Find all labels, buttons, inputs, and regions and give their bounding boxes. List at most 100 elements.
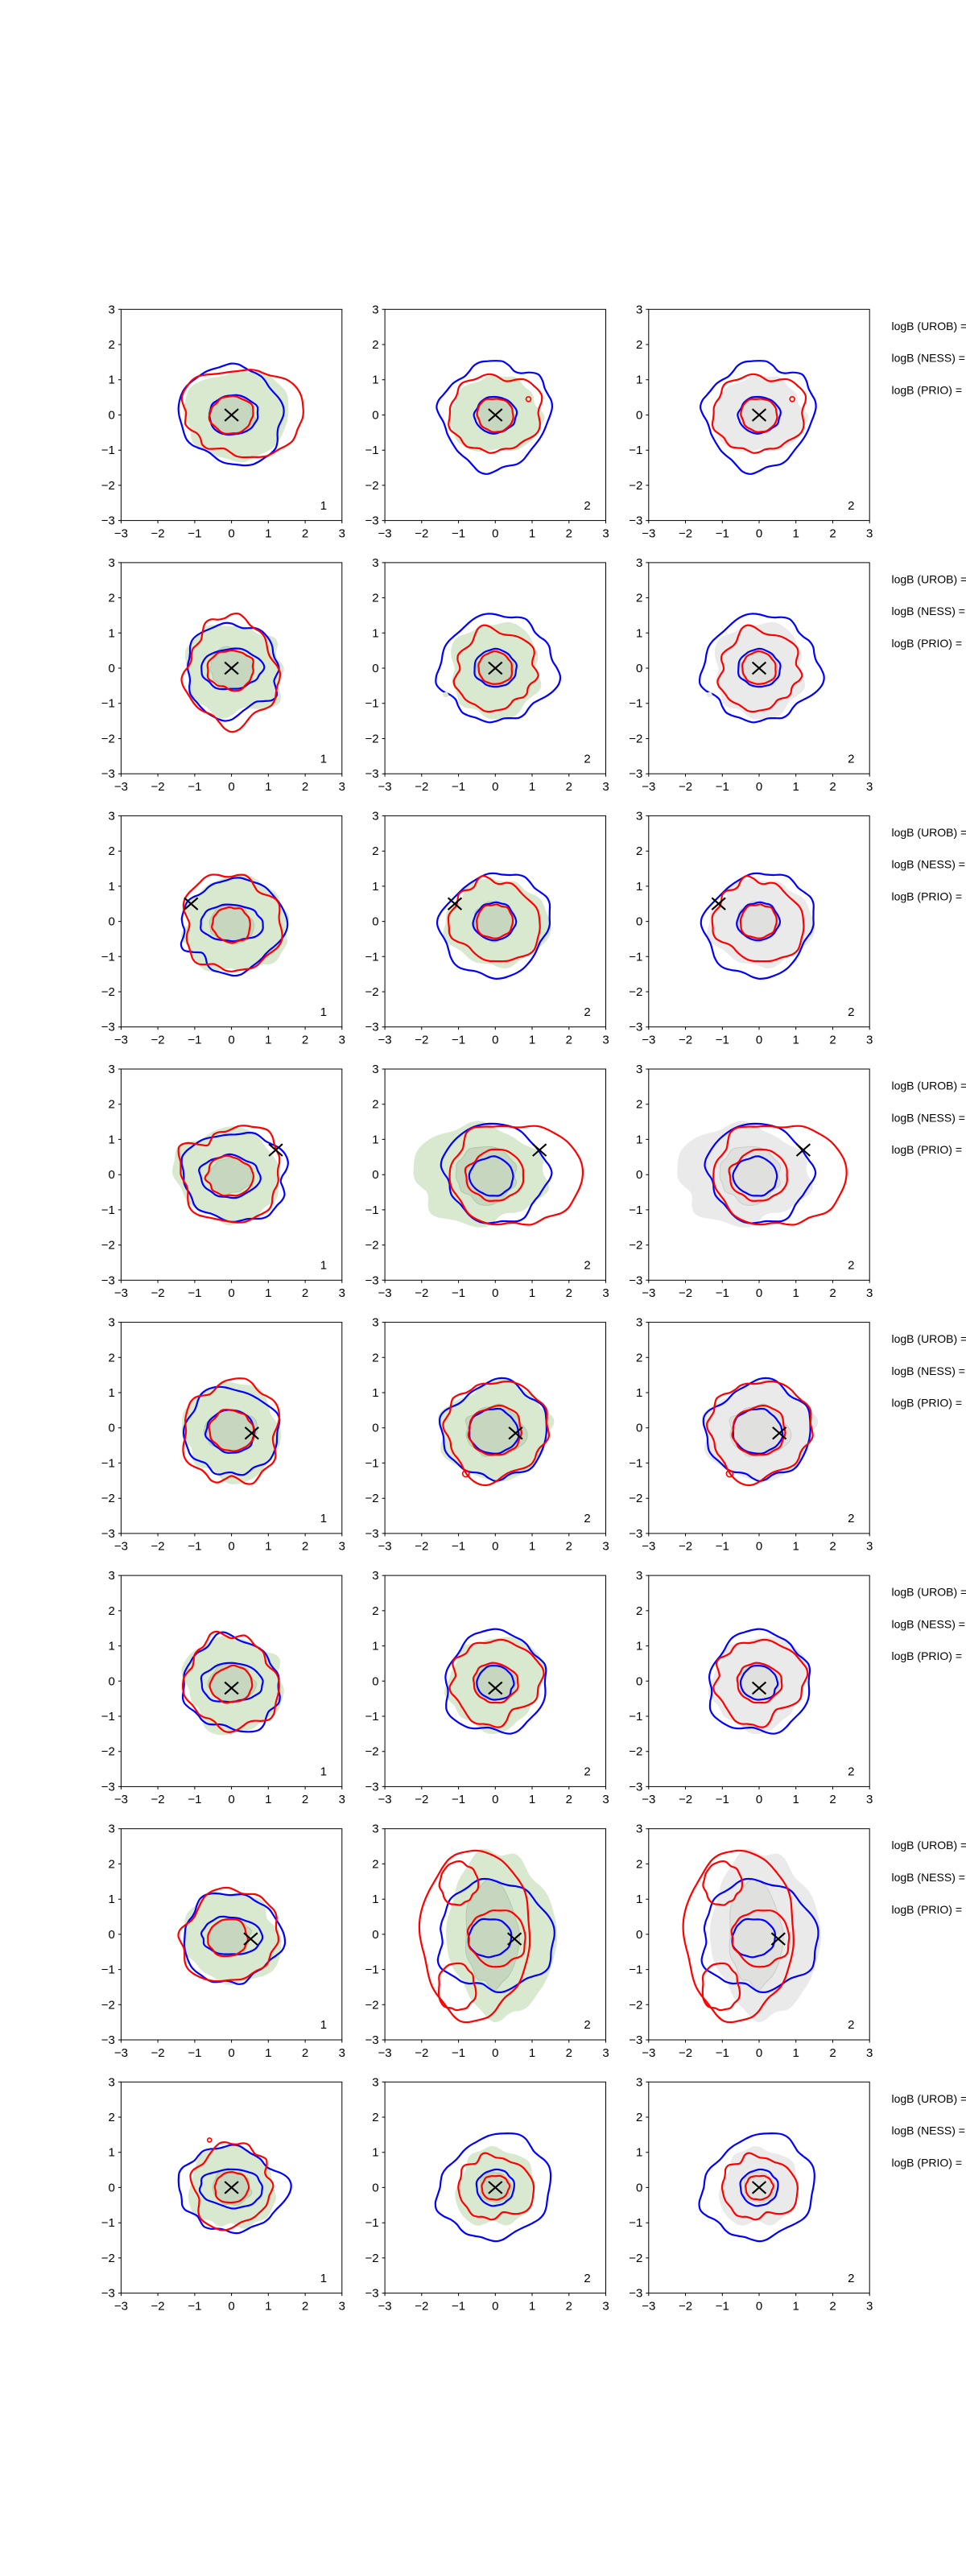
svg-text:3: 3 (372, 1569, 378, 1583)
svg-text:0: 0 (372, 1168, 378, 1182)
svg-text:3: 3 (109, 2075, 115, 2089)
svg-text:−1: −1 (188, 2299, 201, 2313)
svg-text:−1: −1 (101, 1456, 115, 1470)
svg-text:2: 2 (584, 2018, 590, 2032)
svg-text:−3: −3 (642, 2046, 655, 2060)
svg-text:2: 2 (566, 1793, 572, 1806)
svg-text:−2: −2 (101, 985, 115, 999)
svg-text:0: 0 (109, 1422, 115, 1435)
svg-text:−3: −3 (365, 2287, 378, 2301)
svg-text:1: 1 (320, 2018, 327, 2032)
svg-text:−2: −2 (151, 1540, 165, 1554)
svg-text:0: 0 (756, 526, 762, 540)
svg-text:1: 1 (372, 1133, 378, 1146)
svg-text:0: 0 (372, 1674, 378, 1688)
svg-text:−3: −3 (629, 767, 642, 781)
svg-text:−2: −2 (365, 985, 378, 999)
svg-text:2: 2 (372, 592, 378, 605)
svg-text:1: 1 (265, 780, 271, 794)
svg-text:logB (PRIO) = 1.98: logB (PRIO) = 1.98 (892, 890, 966, 903)
svg-text:2: 2 (302, 2299, 308, 2313)
svg-text:1: 1 (109, 1386, 115, 1400)
svg-text:−2: −2 (101, 1745, 115, 1759)
svg-text:2: 2 (109, 1098, 115, 1112)
svg-text:−3: −3 (365, 1780, 378, 1794)
svg-text:1: 1 (109, 2146, 115, 2160)
svg-text:2: 2 (636, 1098, 642, 1112)
svg-text:1: 1 (109, 1893, 115, 1906)
svg-text:0: 0 (492, 2046, 498, 2060)
svg-text:3: 3 (866, 1034, 873, 1047)
svg-text:3: 3 (636, 1569, 642, 1583)
svg-text:−2: −2 (101, 479, 115, 493)
svg-text:1: 1 (529, 780, 535, 794)
svg-text:0: 0 (756, 2046, 762, 2060)
svg-text:−1: −1 (452, 526, 465, 540)
svg-text:logB (UROB) = 2.53: logB (UROB) = 2.53 (892, 2092, 966, 2105)
svg-text:−1: −1 (716, 1793, 729, 1806)
svg-text:1: 1 (793, 526, 799, 540)
svg-text:1: 1 (529, 1286, 535, 1300)
svg-text:3: 3 (636, 809, 642, 823)
svg-text:−2: −2 (679, 1793, 692, 1806)
svg-text:−3: −3 (642, 1286, 655, 1300)
svg-text:−2: −2 (101, 1239, 115, 1253)
svg-text:logB (NESS) = 2.21: logB (NESS) = 2.21 (892, 2124, 966, 2137)
svg-text:−1: −1 (716, 526, 729, 540)
svg-text:−2: −2 (679, 780, 692, 794)
svg-text:3: 3 (372, 1823, 378, 1836)
svg-text:logB (NESS) = 2.21: logB (NESS) = 2.21 (892, 605, 966, 617)
svg-text:3: 3 (866, 2299, 873, 2313)
svg-text:0: 0 (372, 409, 378, 423)
svg-text:−3: −3 (629, 1527, 642, 1541)
svg-text:0: 0 (372, 1928, 378, 1942)
svg-text:0: 0 (492, 780, 498, 794)
svg-text:0: 0 (109, 1674, 115, 1688)
svg-text:3: 3 (636, 1063, 642, 1076)
svg-text:−1: −1 (101, 1710, 115, 1724)
svg-text:2: 2 (584, 1005, 590, 1019)
svg-text:2: 2 (566, 780, 572, 794)
svg-text:2: 2 (566, 2299, 572, 2313)
svg-text:−3: −3 (101, 2033, 115, 2047)
svg-text:3: 3 (636, 1316, 642, 1330)
svg-text:3: 3 (339, 780, 345, 794)
svg-text:−1: −1 (716, 780, 729, 794)
svg-text:1: 1 (529, 1540, 535, 1554)
svg-text:3: 3 (636, 2075, 642, 2089)
svg-text:0: 0 (228, 2299, 234, 2313)
svg-text:−3: −3 (365, 767, 378, 781)
svg-text:0: 0 (109, 409, 115, 423)
svg-text:2: 2 (302, 1286, 308, 1300)
svg-text:2: 2 (372, 1604, 378, 1618)
svg-text:logB (NESS) = 2.21: logB (NESS) = 2.21 (892, 1617, 966, 1630)
svg-text:0: 0 (636, 2181, 642, 2194)
svg-text:1: 1 (109, 1133, 115, 1146)
svg-text:0: 0 (228, 1540, 234, 1554)
svg-text:−1: −1 (452, 1286, 465, 1300)
svg-text:−3: −3 (629, 2033, 642, 2047)
svg-text:1: 1 (793, 1034, 799, 1047)
svg-text:2: 2 (848, 1259, 854, 1273)
svg-text:2: 2 (566, 1540, 572, 1554)
svg-text:3: 3 (602, 2046, 609, 2060)
svg-text:−1: −1 (188, 1793, 201, 1806)
svg-text:1: 1 (265, 1540, 271, 1554)
svg-text:1: 1 (529, 526, 535, 540)
svg-text:−1: −1 (188, 1034, 201, 1047)
svg-text:0: 0 (109, 1928, 115, 1942)
svg-text:0: 0 (109, 1168, 115, 1182)
svg-text:−1: −1 (452, 2046, 465, 2060)
svg-text:−3: −3 (114, 780, 128, 794)
svg-text:−2: −2 (679, 1540, 692, 1554)
svg-text:−2: −2 (415, 526, 428, 540)
svg-text:−1: −1 (716, 1540, 729, 1554)
svg-text:3: 3 (372, 2075, 378, 2089)
svg-text:1: 1 (529, 2046, 535, 2060)
svg-text:2: 2 (302, 2046, 308, 2060)
svg-text:−1: −1 (101, 444, 115, 457)
svg-text:−2: −2 (415, 780, 428, 794)
svg-text:−1: −1 (365, 950, 378, 964)
svg-text:−2: −2 (679, 1034, 692, 1047)
svg-text:−1: −1 (188, 1540, 201, 1554)
